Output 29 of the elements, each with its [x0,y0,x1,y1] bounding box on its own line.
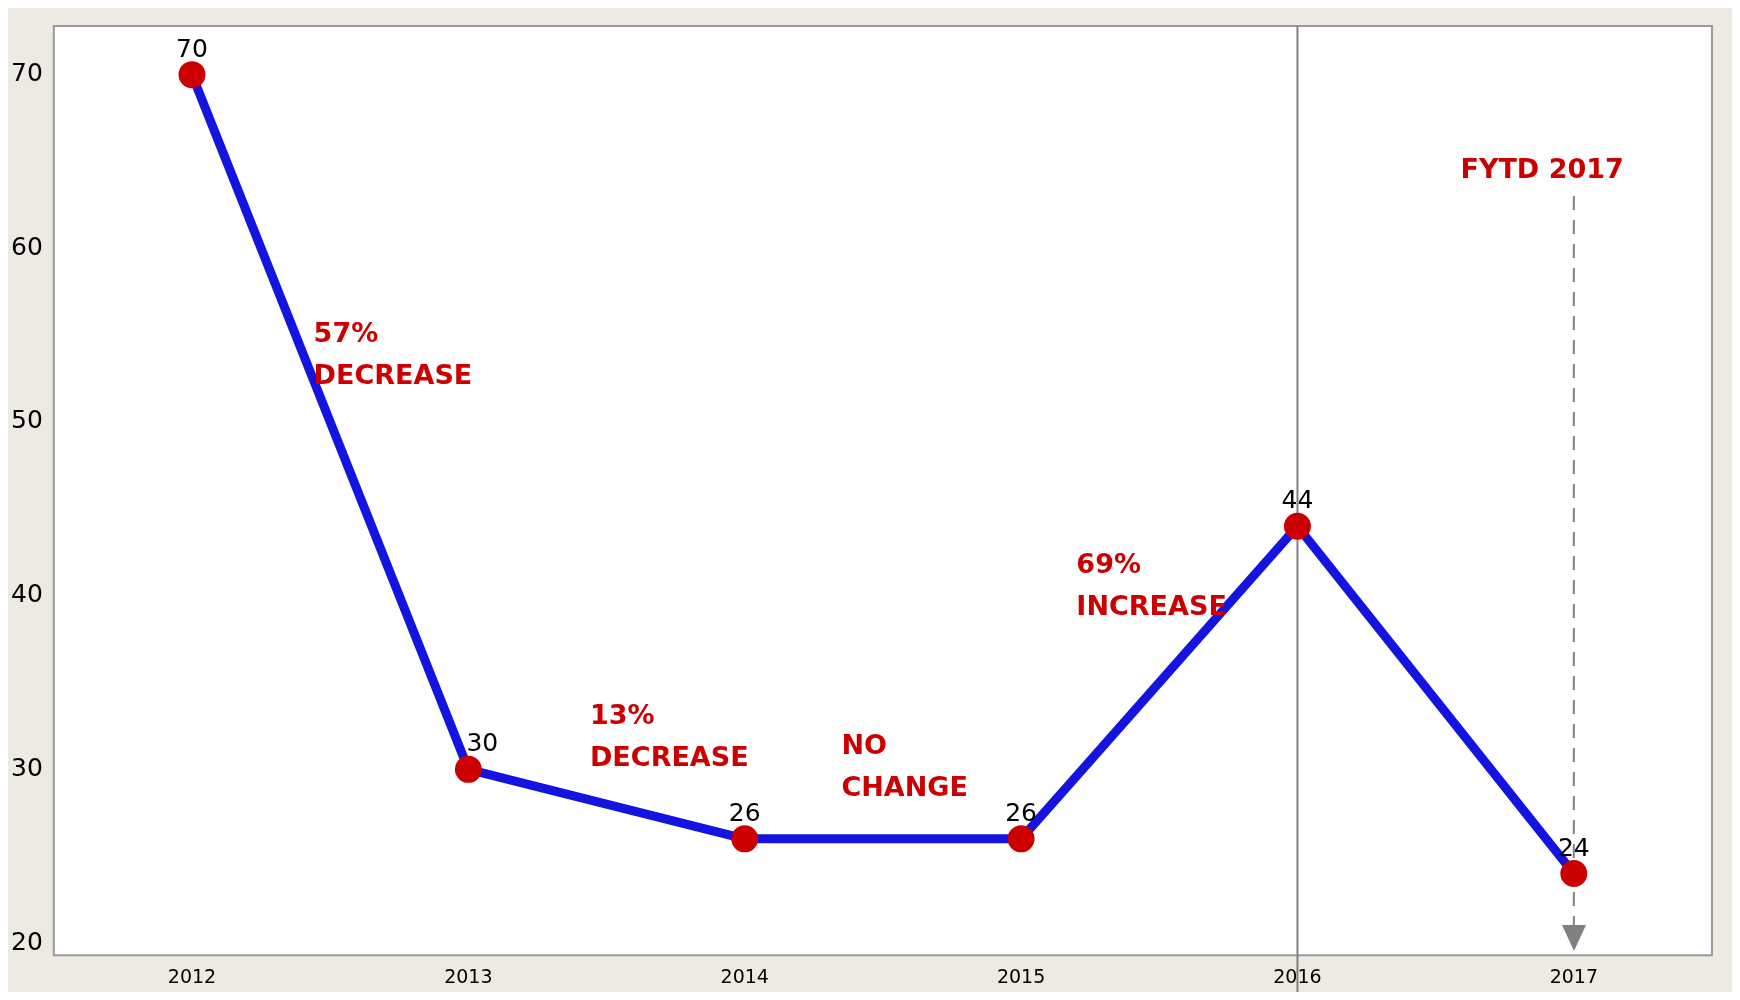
x-tick-label: 2017 [1549,964,1598,987]
data-label: 26 [728,797,761,827]
point [731,825,759,853]
point [1283,512,1311,540]
data-label: 30 [466,728,499,758]
annotation: NO CHANGE [841,728,968,802]
annotation: 57% DECREASE [313,317,473,390]
y-tick-label: 60 [11,231,43,261]
data-label: 26 [1005,797,1037,827]
annotation: 69% INCREASE [1076,547,1227,621]
x-tick-label: 2014 [720,964,769,987]
point [1560,860,1588,888]
data-label: 44 [1281,485,1314,515]
x-tick-label: 2016 [1273,964,1322,987]
x-tick-label: 2015 [996,964,1046,987]
x-tick-label: 2013 [444,964,493,987]
annotation: 13% DECREASE [589,699,749,773]
point [178,61,206,89]
point [1007,825,1035,853]
ref-line-label: FYTD 2017 [1460,152,1624,184]
x-tick-label: 2012 [167,964,217,987]
y-tick-label: 40 [11,579,43,609]
y-tick-label: 20 [11,926,43,956]
y-tick-label: 30 [11,752,43,782]
data-label: 24 [1557,832,1590,862]
data-label: 70 [176,33,208,63]
y-tick-label: 50 [11,405,43,435]
y-tick-label: 70 [11,58,43,88]
point [454,755,482,783]
